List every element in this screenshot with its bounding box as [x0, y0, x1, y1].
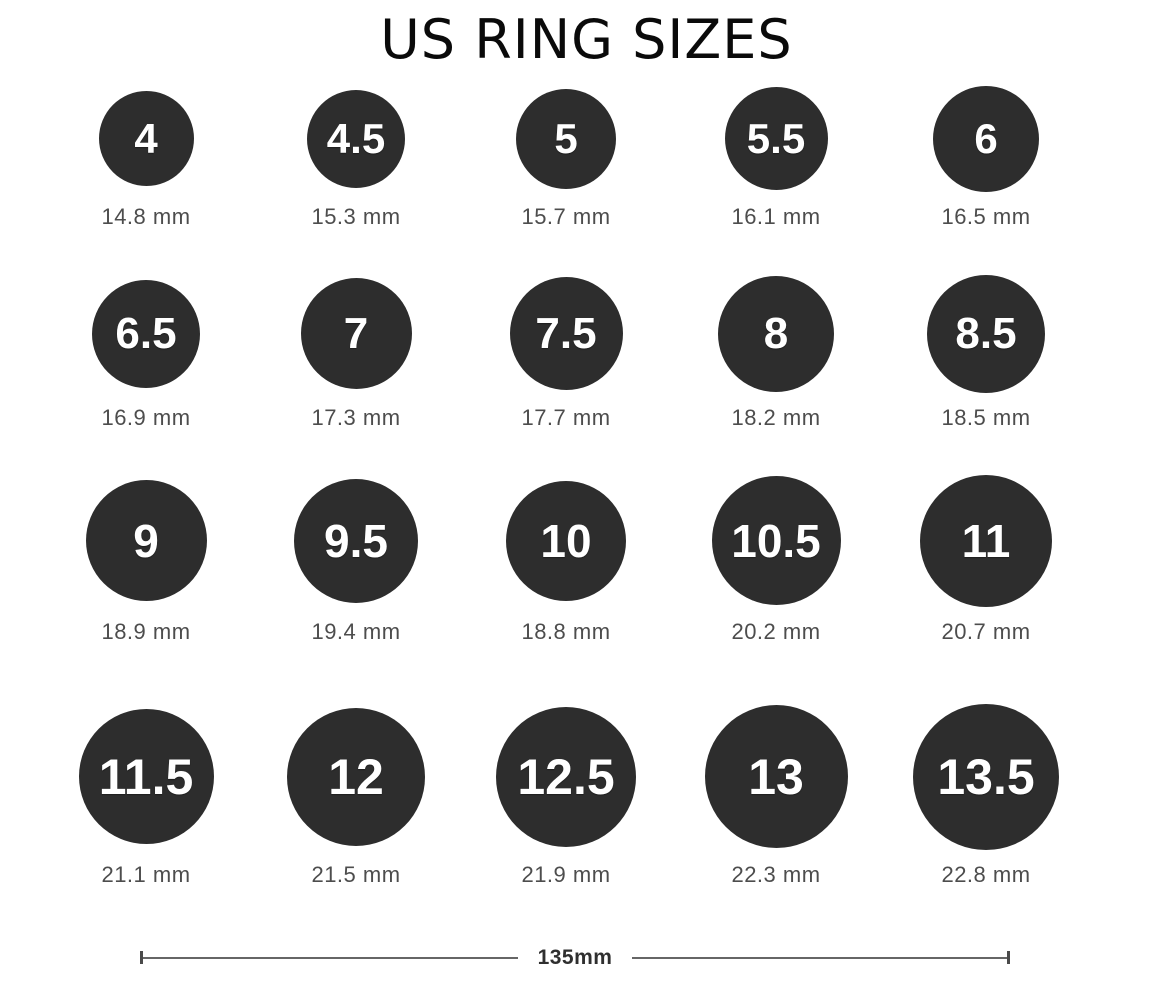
page-title: US RING SIZES	[380, 8, 793, 71]
ring-size-number: 9	[133, 514, 159, 567]
diameter-label: 18.2 mm	[731, 404, 821, 430]
ring-circle: 6.5	[92, 279, 200, 388]
ring-circle: 8.5	[927, 274, 1045, 393]
diameter-label: 15.3 mm	[311, 203, 401, 229]
ring-circle: 11.5	[78, 709, 214, 845]
ring-size-item: 12.5 21.9 mm	[461, 704, 671, 888]
ruler-label: 135mm	[537, 945, 613, 969]
ring-size-item: 7 17.3 mm	[251, 275, 461, 431]
diameter-label: 21.9 mm	[521, 861, 611, 887]
ring-size-item: 4.5 15.3 mm	[251, 86, 461, 230]
ring-size-number: 10	[540, 514, 592, 567]
ring-size-item: 4 14.8 mm	[41, 86, 251, 230]
diameter-label: 18.5 mm	[941, 404, 1031, 430]
diameter-label: 16.9 mm	[101, 404, 191, 430]
ring-size-number: 12	[328, 748, 384, 805]
ring-size-number: 7.5	[535, 308, 597, 358]
ring-size-item: 7.5 17.7 mm	[461, 275, 671, 431]
ring-circle: 12.5	[496, 706, 636, 847]
diameter-label: 22.3 mm	[731, 861, 821, 887]
ruler-right-tick	[1007, 951, 1011, 965]
ring-circle: 9	[85, 480, 207, 602]
ring-size-item: 9.5 19.4 mm	[251, 475, 461, 645]
ring-size-item: 6.5 16.9 mm	[41, 275, 251, 431]
ring-size-item: 10.5 20.2 mm	[671, 475, 881, 645]
diameter-label: 21.1 mm	[101, 861, 191, 887]
ring-size-grid: 4 14.8 mm 4.5 15.3 mm 5 15.7 mm 5.5 16.1…	[41, 85, 1091, 888]
diameter-label: 20.2 mm	[731, 618, 821, 644]
ruler-left-tick	[140, 951, 143, 965]
ring-size-item: 11 20.7 mm	[881, 474, 1091, 645]
ring-circle: 13.5	[913, 703, 1059, 850]
ring-size-number: 8	[763, 308, 789, 358]
ring-size-item: 5 15.7 mm	[461, 86, 671, 230]
ruler-line-left	[143, 956, 518, 959]
ring-circle: 4	[98, 91, 194, 187]
ring-circle: 12	[287, 707, 425, 846]
ring-size-item: 11.5 21.1 mm	[41, 704, 251, 888]
ring-size-number: 13.5	[937, 748, 1035, 805]
ring-circle: 8	[718, 275, 834, 392]
ring-size-number: 7	[343, 308, 369, 358]
ring-size-row: 6.5 16.9 mm 7 17.3 mm 7.5 17.7 mm 8 18.2…	[41, 274, 1091, 431]
scale-ruler: 135mm	[140, 946, 1011, 969]
ring-size-number: 4.5	[326, 114, 386, 162]
ring-size-item: 5.5 16.1 mm	[671, 86, 881, 230]
ring-size-number: 9.5	[324, 514, 388, 567]
ring-size-item: 9 18.9 mm	[41, 475, 251, 645]
diameter-label: 15.7 mm	[521, 203, 611, 229]
ring-size-row: 11.5 21.1 mm 12 21.5 mm 12.5 21.9 mm 13 …	[41, 703, 1091, 888]
ring-circle: 7.5	[509, 277, 623, 391]
ring-size-number: 5.5	[746, 114, 806, 162]
ring-size-number: 6	[974, 114, 998, 162]
ring-circle: 9.5	[294, 478, 418, 603]
ring-size-item: 10 18.8 mm	[461, 475, 671, 645]
ring-circle: 11	[920, 474, 1052, 607]
ring-size-row: 9 18.9 mm 9.5 19.4 mm 10 18.8 mm 10.5 20…	[41, 474, 1091, 645]
ring-circle: 10	[506, 480, 626, 601]
ring-size-number: 12.5	[517, 748, 615, 805]
ring-circle: 5.5	[724, 87, 828, 191]
ring-size-number: 11	[961, 514, 1011, 567]
ring-size-number: 4	[134, 114, 158, 162]
diameter-label: 21.5 mm	[311, 861, 401, 887]
diameter-label: 20.7 mm	[941, 618, 1031, 644]
ring-circle: 7	[300, 278, 412, 390]
ring-circle: 6	[933, 85, 1039, 192]
diameter-label: 17.7 mm	[521, 404, 611, 430]
diameter-label: 16.1 mm	[731, 203, 821, 229]
ring-size-number: 10.5	[731, 514, 821, 567]
ring-size-number: 8.5	[955, 308, 1017, 358]
diameter-label: 22.8 mm	[941, 861, 1031, 887]
ring-size-number: 13	[748, 748, 804, 805]
ruler-line-right	[632, 956, 1008, 959]
ring-circle: 13	[704, 705, 848, 849]
diameter-label: 14.8 mm	[101, 203, 191, 229]
ring-size-item: 12 21.5 mm	[251, 704, 461, 888]
ring-size-item: 8 18.2 mm	[671, 275, 881, 431]
ring-circle: 10.5	[711, 476, 841, 606]
diameter-label: 19.4 mm	[311, 618, 401, 644]
diameter-label: 18.9 mm	[101, 618, 191, 644]
diameter-label: 16.5 mm	[941, 203, 1031, 229]
ring-size-row: 4 14.8 mm 4.5 15.3 mm 5 15.7 mm 5.5 16.1…	[41, 85, 1091, 230]
ring-circle: 4.5	[307, 89, 405, 188]
ring-circle: 5	[516, 88, 616, 189]
ring-size-number: 11.5	[98, 748, 194, 805]
ring-size-item: 13.5 22.8 mm	[881, 703, 1091, 888]
diameter-label: 18.8 mm	[521, 618, 611, 644]
ring-size-item: 13 22.3 mm	[671, 704, 881, 888]
diameter-label: 17.3 mm	[311, 404, 401, 430]
ring-size-number: 5	[554, 114, 578, 162]
ring-size-number: 6.5	[115, 308, 177, 358]
ring-size-item: 6 16.5 mm	[881, 85, 1091, 230]
ring-size-item: 8.5 18.5 mm	[881, 274, 1091, 431]
